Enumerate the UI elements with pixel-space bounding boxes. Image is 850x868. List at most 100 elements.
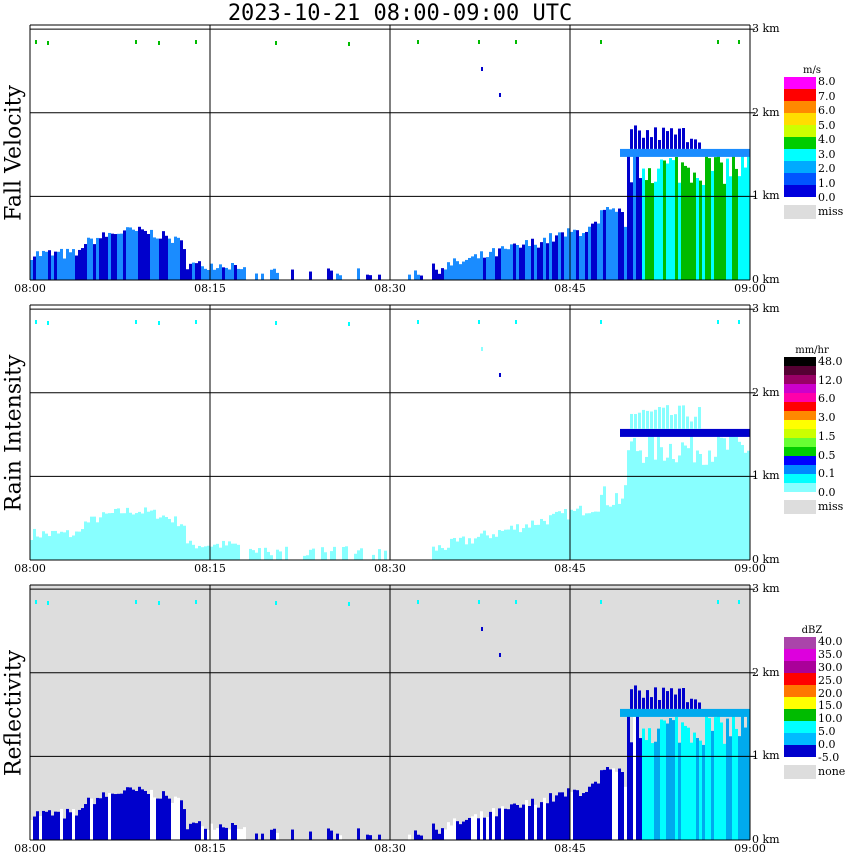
echo-column [525, 240, 528, 280]
echo-column [57, 811, 60, 840]
echo-column [636, 151, 639, 280]
legend-label: 10.0 [818, 712, 843, 726]
echo-column [600, 494, 603, 560]
echo-column [666, 163, 669, 280]
echo-column [579, 796, 582, 840]
echo-column [309, 831, 312, 840]
x-tick-label: 08:30 [374, 842, 406, 855]
echo-column [684, 725, 687, 840]
echo-column [204, 268, 207, 280]
echo-column [96, 797, 99, 840]
upper-echo [654, 127, 657, 149]
echo-column [222, 267, 225, 280]
echo-column [63, 818, 66, 840]
echo-column [468, 257, 471, 280]
echo-column [357, 550, 360, 560]
echo-column [447, 822, 450, 840]
echo-column [96, 237, 99, 280]
echo-column [228, 829, 231, 840]
echo-column [132, 229, 135, 280]
echo-column [639, 178, 642, 280]
echo-column [573, 510, 576, 560]
echo-column [747, 156, 750, 280]
echo-column [477, 258, 480, 280]
echo-column [138, 786, 141, 840]
x-tick-label: 08:30 [374, 282, 406, 295]
echo-column [453, 818, 456, 840]
echo-column [465, 819, 468, 840]
echo-column [414, 830, 417, 840]
legend-swatch [784, 709, 816, 721]
echo-column [57, 251, 60, 280]
echo-column [378, 549, 381, 560]
echo-column [72, 809, 75, 840]
echo-column [717, 432, 720, 560]
legend-label: 1.0 [818, 176, 836, 190]
echo-column [657, 432, 660, 560]
echo-column [594, 511, 597, 560]
echo-column [717, 710, 720, 840]
echo-column [36, 251, 39, 280]
echo-column [516, 524, 519, 560]
echo-column [261, 273, 264, 280]
speckle-return [515, 40, 517, 44]
echo-column [111, 793, 114, 840]
echo-column [216, 828, 219, 840]
echo-column [69, 252, 72, 280]
upper-echo [674, 134, 677, 149]
echo-column [687, 727, 690, 840]
echo-column [543, 520, 546, 560]
echo-column [201, 547, 204, 560]
legend-swatch [784, 137, 816, 149]
echo-column [696, 177, 699, 280]
speckle-return [47, 41, 49, 45]
echo-column [207, 269, 210, 280]
panel-ylabel: Reflectivity [1, 649, 27, 776]
echo-column [597, 223, 600, 280]
speckle-return [478, 320, 480, 324]
echo-column [621, 212, 624, 280]
echo-column [642, 728, 645, 840]
upper-echo [666, 131, 669, 149]
upper-echo [678, 128, 681, 149]
speckle-return [47, 601, 49, 605]
echo-column [270, 269, 273, 280]
y-tick-label: 0 km [752, 833, 780, 846]
upper-echo [686, 416, 689, 429]
echo-column [303, 555, 306, 560]
echo-column [309, 271, 312, 280]
echo-column [540, 518, 543, 560]
echo-column [522, 804, 525, 840]
echo-column [690, 182, 693, 280]
echo-column [651, 430, 654, 560]
echo-column [102, 792, 105, 840]
legend-label: 0.0 [818, 738, 836, 752]
echo-column [216, 543, 219, 560]
legend-label: 4.0 [818, 133, 836, 146]
echo-column [354, 553, 357, 560]
echo-column [660, 719, 663, 840]
legend-swatch [784, 101, 816, 113]
y-tick-label: 1 km [752, 189, 780, 203]
echo-column [51, 530, 54, 560]
echo-column [654, 741, 657, 840]
echo-column [477, 536, 480, 560]
upper-echo [698, 702, 701, 709]
echo-column [432, 546, 435, 560]
echo-column [693, 732, 696, 840]
echo-column [747, 450, 750, 560]
echo-column [552, 241, 555, 280]
echo-column [372, 554, 375, 560]
echo-column [438, 273, 441, 280]
echo-column [270, 829, 273, 840]
echo-column [177, 237, 180, 280]
echo-column [486, 257, 489, 280]
echo-column [537, 807, 540, 840]
echo-column [222, 540, 225, 560]
echo-column [648, 728, 651, 840]
echo-column [639, 450, 642, 560]
echo-column [420, 275, 423, 280]
echo-column [180, 524, 183, 560]
echo-column [468, 817, 471, 840]
legend-swatch [784, 429, 816, 438]
